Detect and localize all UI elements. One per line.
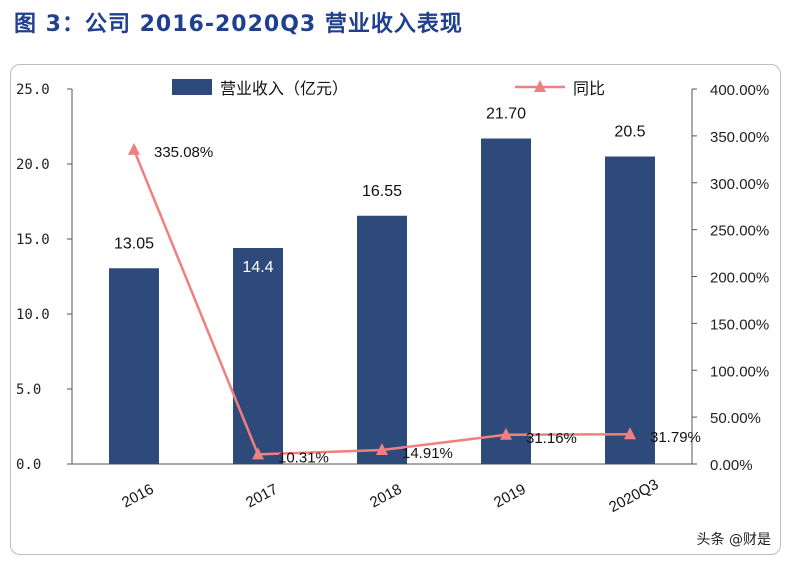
y-left-tick-label: 10.0: [16, 307, 50, 323]
bar-data-label: 20.5: [614, 124, 645, 141]
x-tick-label: 2016: [119, 481, 156, 512]
bar: [109, 268, 159, 464]
x-tick-label: 2020Q3: [606, 476, 661, 516]
bar-data-label: 21.70: [486, 106, 526, 123]
legend-line-label: 同比: [573, 79, 605, 98]
bar: [233, 248, 283, 464]
line-data-label: 14.91%: [402, 445, 453, 462]
line-data-label: 31.16%: [526, 430, 577, 447]
line-marker: [500, 427, 512, 440]
line-marker: [128, 142, 140, 155]
x-tick-label: 2018: [367, 481, 404, 512]
x-tick-label: 2017: [243, 481, 280, 512]
line-data-label: 10.31%: [278, 449, 329, 466]
bar-data-label: 16.55: [362, 183, 402, 200]
y-right-tick-label: 50.00%: [710, 410, 761, 427]
y-right-tick-label: 100.00%: [710, 363, 769, 380]
chart-title: 图 3：公司 2016-2020Q3 营业收入表现: [14, 12, 463, 37]
bar-data-label: 13.05: [114, 235, 154, 252]
legend-line-marker: [534, 80, 546, 92]
y-left-tick-label: 0.0: [16, 457, 41, 473]
y-left-tick-label: 15.0: [16, 232, 50, 248]
y-right-tick-label: 300.00%: [710, 176, 769, 193]
y-right-tick-label: 250.00%: [710, 223, 769, 240]
line-marker: [252, 447, 264, 460]
chart-frame: [10, 64, 781, 555]
line-data-label: 31.79%: [650, 429, 701, 446]
y-left-tick-label: 25.0: [16, 82, 50, 98]
line-marker: [376, 443, 388, 456]
y-right-tick-label: 0.00%: [710, 457, 753, 474]
y-right-tick-label: 200.00%: [710, 270, 769, 287]
bar: [357, 215, 407, 464]
legend-bar-swatch: [172, 79, 212, 95]
y-left-tick-label: 5.0: [16, 382, 41, 398]
bar: [481, 138, 531, 464]
x-tick-label: 2019: [491, 481, 528, 512]
bar-data-label: 14.4: [242, 259, 273, 276]
y-right-tick-label: 350.00%: [710, 129, 769, 146]
watermark: 头条 @财是: [696, 532, 771, 548]
legend-bar-label: 营业收入（亿元）: [220, 79, 348, 98]
y-left-tick-label: 20.0: [16, 157, 50, 173]
bar: [605, 156, 655, 464]
line-data-label: 335.08%: [154, 144, 213, 161]
y-right-tick-label: 400.00%: [710, 82, 769, 99]
line-marker: [624, 427, 636, 440]
y-right-tick-label: 150.00%: [710, 316, 769, 333]
